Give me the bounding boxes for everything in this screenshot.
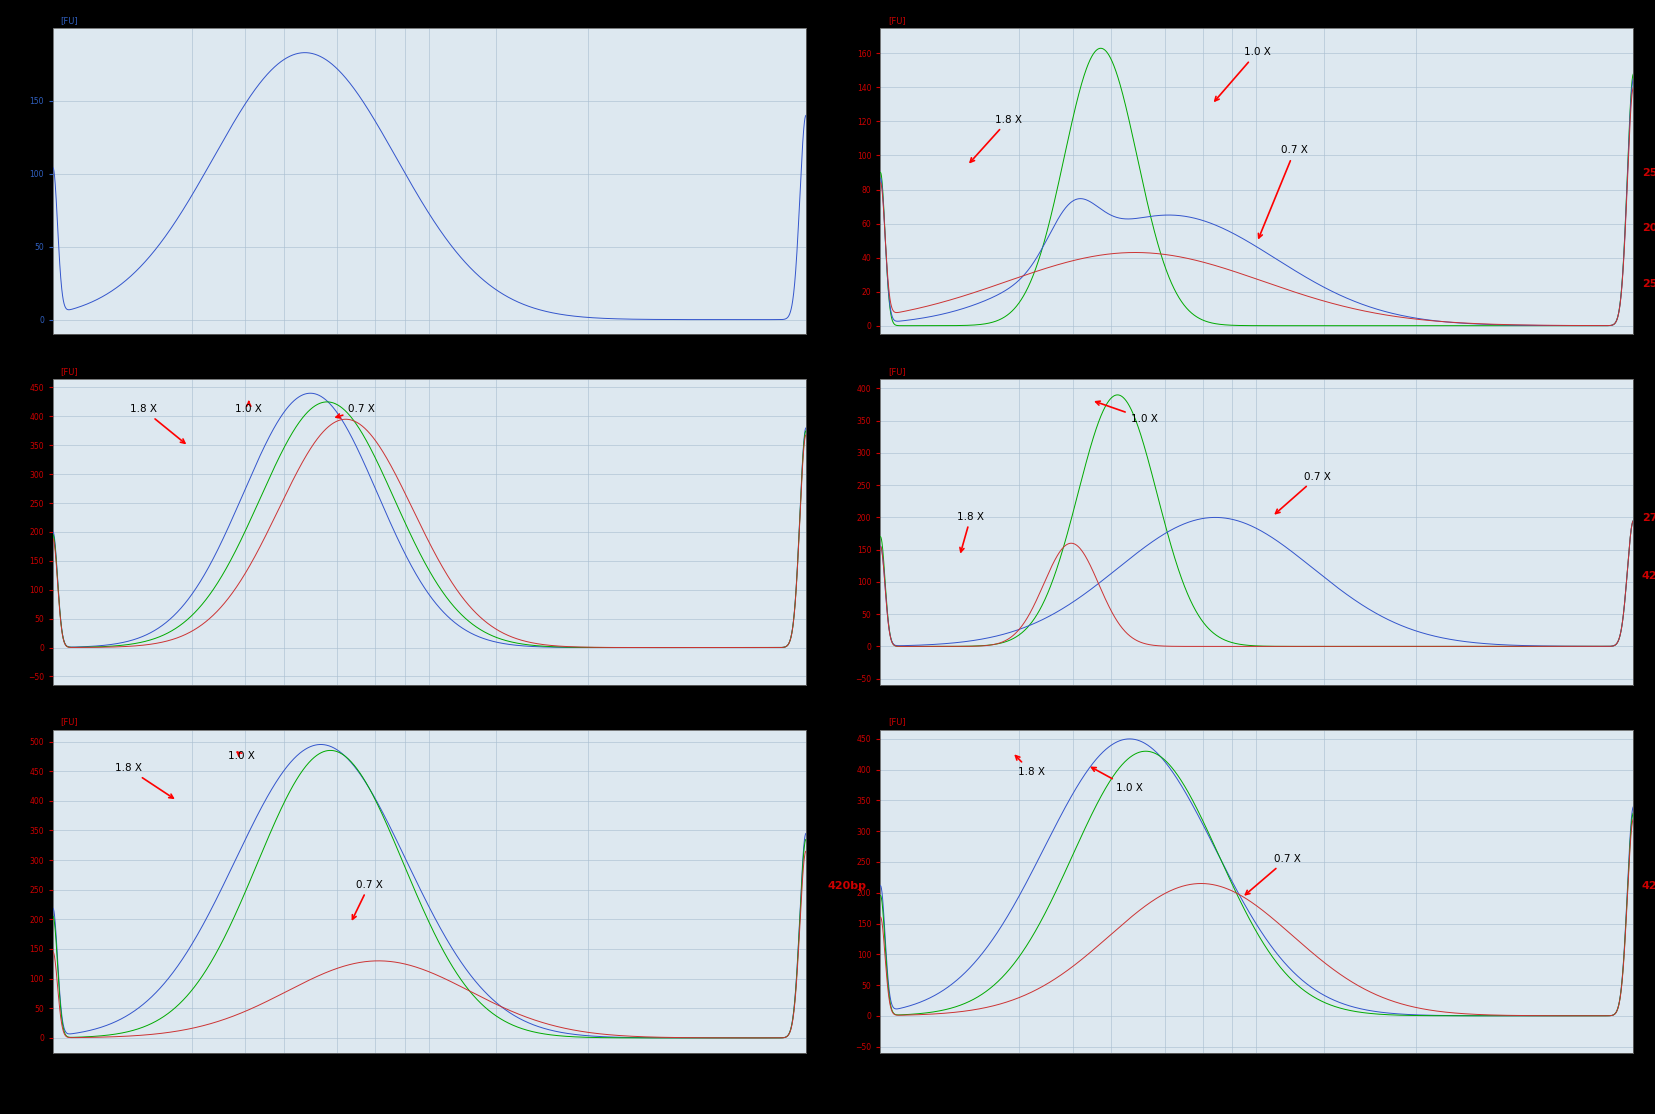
- Text: 1.8 X: 1.8 X: [970, 115, 1023, 163]
- Text: 1.0 X: 1.0 X: [1096, 401, 1157, 423]
- Text: 270bp: 270bp: [1642, 514, 1655, 522]
- Text: 0.7 X: 0.7 X: [336, 404, 376, 418]
- Text: 1.0 X: 1.0 X: [1092, 768, 1142, 793]
- Text: 0.7 X: 0.7 X: [1258, 146, 1307, 238]
- Text: 420bp: 420bp: [1642, 881, 1655, 890]
- Text: [FU]: [FU]: [61, 717, 78, 726]
- Text: [FU]: [FU]: [61, 367, 78, 375]
- Text: 200bp: 200bp: [1642, 224, 1655, 233]
- Text: 0.7 X: 0.7 X: [353, 880, 382, 919]
- Text: 1.8 X: 1.8 X: [957, 511, 985, 551]
- Text: 1.0 X: 1.0 X: [1215, 48, 1271, 101]
- Text: 1.8 X: 1.8 X: [1016, 755, 1044, 776]
- Text: 0.7 X: 0.7 X: [1276, 472, 1331, 514]
- Text: 250bp: 250bp: [1642, 168, 1655, 177]
- Text: [FU]: [FU]: [889, 16, 905, 25]
- Text: 1.8 X: 1.8 X: [114, 763, 174, 799]
- Text: [FU]: [FU]: [889, 367, 905, 375]
- Text: 420bp: 420bp: [828, 881, 867, 890]
- Text: 1.0 X: 1.0 X: [235, 401, 261, 414]
- Text: 420bp: 420bp: [1642, 571, 1655, 580]
- Text: [FU]: [FU]: [61, 16, 78, 25]
- Text: 0.7 X: 0.7 X: [1246, 854, 1301, 895]
- Text: 250bp: 250bp: [1642, 280, 1655, 289]
- Text: [FU]: [FU]: [889, 717, 905, 726]
- Text: 1.0 X: 1.0 X: [228, 751, 255, 761]
- Text: 1.8 X: 1.8 X: [129, 404, 185, 443]
